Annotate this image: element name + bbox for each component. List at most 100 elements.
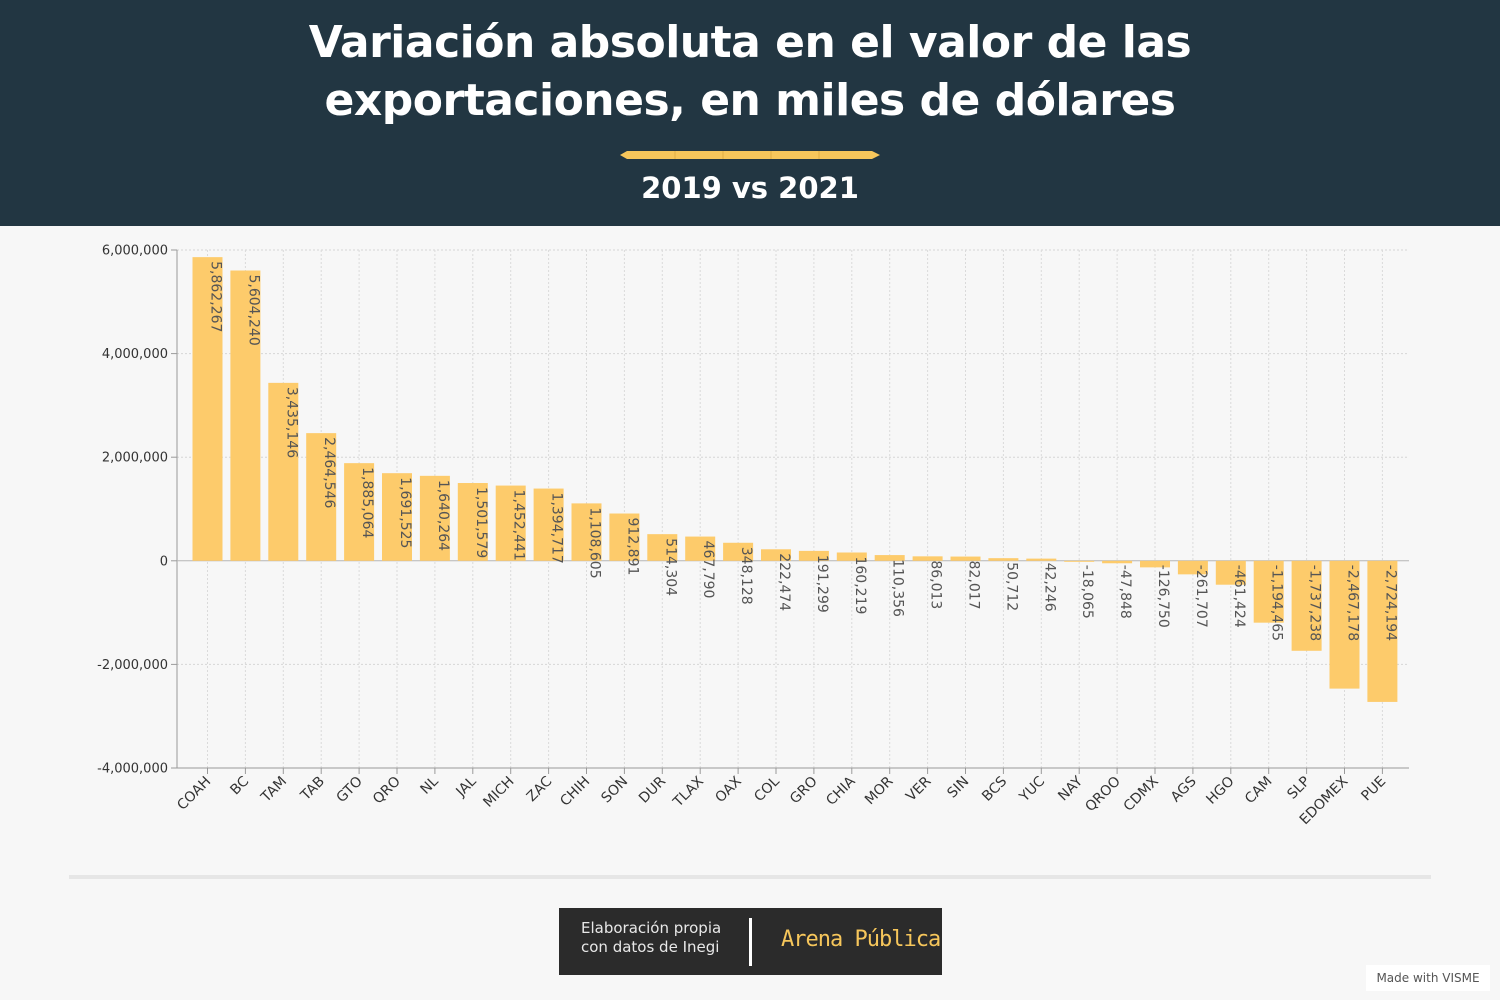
data-label: 1,501,579 (473, 487, 489, 558)
x-tick-label: JAL (453, 773, 480, 800)
bar-oax[interactable] (723, 542, 754, 561)
x-tick-label: QRO (370, 774, 404, 808)
y-tick-label: 4,000,000 (102, 347, 168, 362)
data-label: 42,246 (1041, 563, 1057, 612)
bar-chih[interactable] (571, 503, 602, 561)
chart-subtitle: 2019 vs 2021 (641, 171, 859, 205)
credit-line2: con datos de Inegi (581, 938, 720, 956)
x-tick-label: PUE (1358, 774, 1389, 805)
credit-box: Elaboración propia con datos de Inegi Ar… (559, 908, 942, 975)
bar-gto[interactable] (344, 463, 375, 561)
data-label: -47,848 (1117, 565, 1133, 619)
bar-cam[interactable] (1253, 560, 1284, 623)
x-tick-label: COL (751, 773, 783, 805)
bar-bcs[interactable] (988, 558, 1019, 561)
bar-son[interactable] (609, 513, 640, 561)
bar-chia[interactable] (836, 552, 867, 561)
x-tick-label: CHIA (823, 773, 859, 809)
data-labels: 5,862,267 5,604,240 3,435,146 2,464,546 1,88… (208, 261, 1399, 641)
x-tick-label: BC (227, 773, 252, 798)
x-tick-label: CDMX (1121, 773, 1162, 814)
bar-chart: 5,862,267 5,604,240 3,435,146 2,464,546 1,88… (97, 244, 1409, 828)
data-label: 467,790 (700, 541, 716, 599)
bar-tlax[interactable] (685, 536, 716, 561)
y-tick-label: 0 (160, 554, 168, 569)
bar-slp[interactable] (1291, 560, 1322, 651)
data-label: 1,691,525 (397, 477, 413, 548)
data-label: 1,452,441 (511, 490, 527, 561)
x-tick-label: OAX (712, 773, 745, 806)
y-tick-label: 6,000,000 (102, 244, 168, 259)
data-label: 1,885,064 (359, 467, 375, 538)
chart-title-line1: Variación absoluta en el valor de las (308, 17, 1192, 68)
x-tick-label: CAM (1242, 774, 1276, 808)
y-tick-label: 2,000,000 (102, 451, 168, 466)
footer-divider (69, 875, 1431, 879)
data-label: 3,435,146 (283, 387, 299, 458)
bar-cdmx[interactable] (1140, 560, 1170, 568)
x-tick-label: QROO (1082, 774, 1124, 816)
data-label: 1,640,264 (435, 480, 451, 551)
data-label: -461,424 (1231, 565, 1247, 628)
data-label: 2,464,546 (321, 437, 337, 508)
data-label: 348,128 (738, 547, 754, 605)
header-banner: Variación absoluta en el valor de las ex… (0, 0, 1500, 226)
chart-title-line2: exportaciones, en miles de dólares (324, 75, 1176, 126)
x-tick-label: COAH (174, 774, 214, 814)
x-tick-label: AGS (1168, 773, 1200, 805)
data-label: 5,604,240 (245, 275, 261, 346)
y-tick-labels: 6,000,000 4,000,000 2,000,000 0 -2,000,000 -4… (97, 244, 168, 777)
bar-nl[interactable] (419, 475, 450, 561)
data-label: -126,750 (1155, 565, 1171, 628)
bar-zac[interactable] (533, 488, 564, 561)
bar-col[interactable] (761, 549, 791, 561)
bar-hgo[interactable] (1215, 560, 1246, 585)
bar-mich[interactable] (495, 485, 526, 561)
x-tick-label: SLP (1284, 774, 1313, 803)
x-tick-label: CHIH (557, 774, 593, 810)
bar-yuc[interactable] (1026, 558, 1057, 561)
credit-text: Elaboración propia con datos de Inegi (581, 919, 721, 957)
x-tick-label: NAY (1055, 773, 1086, 804)
bar-edomex[interactable] (1329, 560, 1360, 689)
data-label: 222,474 (776, 553, 792, 611)
bar-tab[interactable] (306, 433, 337, 561)
bar-jal[interactable] (457, 483, 488, 561)
bar-ver[interactable] (912, 556, 943, 561)
bar-nay[interactable] (1064, 560, 1095, 562)
brand-part1: Arena (781, 927, 855, 952)
x-tick-labels: COAH BC TAM TAB GTO QRO NL JAL MICH ZAC CHIH SON DUR… (174, 773, 1389, 828)
bar-qro[interactable] (382, 473, 412, 561)
bar-tam[interactable] (268, 382, 299, 561)
bar-coah[interactable] (192, 257, 223, 561)
data-label: 82,017 (966, 561, 982, 610)
bar-sin[interactable] (950, 556, 981, 561)
bar-qroo[interactable] (1102, 560, 1133, 564)
bar-ags[interactable] (1177, 560, 1208, 575)
bar-gro[interactable] (798, 550, 829, 561)
x-tick-label: NL (417, 773, 441, 797)
bar-pue[interactable] (1367, 560, 1398, 702)
data-label: -1,737,238 (1307, 565, 1323, 641)
x-tick-label: MICH (480, 774, 517, 811)
made-with-visme-badge[interactable]: Made with VISME (1366, 965, 1490, 991)
data-label: -261,707 (1193, 565, 1209, 628)
brand-part2: Pública (854, 927, 941, 952)
data-label: 160,219 (852, 557, 868, 615)
data-label: -2,724,194 (1382, 565, 1398, 641)
data-label: 5,862,267 (208, 261, 224, 332)
bar-mor[interactable] (874, 555, 905, 561)
data-label: -18,065 (1079, 565, 1095, 619)
bar-bc[interactable] (230, 270, 261, 561)
brand-logo: Arena Pública (781, 925, 941, 955)
x-tick-label: BCS (979, 773, 1010, 804)
x-tick-label: HGO (1203, 774, 1237, 808)
credit-separator (749, 918, 752, 966)
data-label: 86,013 (928, 560, 944, 609)
bar-dur[interactable] (647, 534, 678, 561)
data-label: -1,194,465 (1269, 565, 1285, 641)
x-tick-label: TLAX (670, 773, 708, 811)
data-label: 110,356 (890, 559, 906, 617)
data-label: 912,891 (624, 518, 640, 576)
x-tick-label: MOR (862, 773, 897, 808)
